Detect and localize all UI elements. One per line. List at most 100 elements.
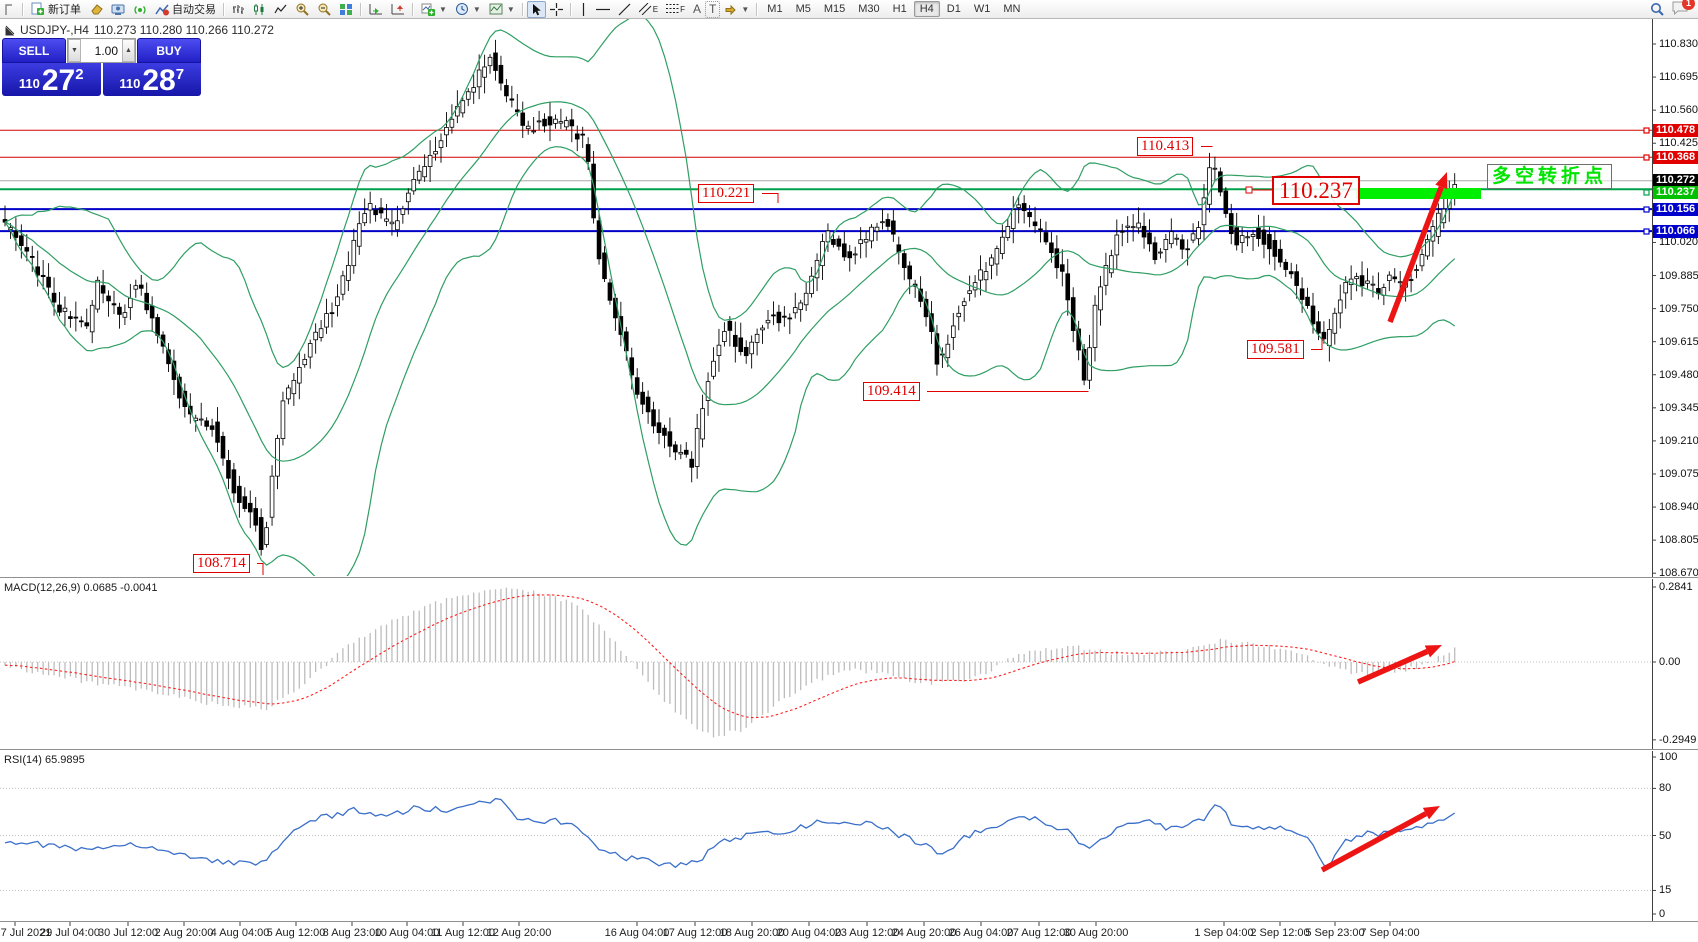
time-tick-label: 27 Aug 12:00 xyxy=(1006,927,1072,939)
candle xyxy=(771,314,776,317)
sell-price-display[interactable]: 110 27 2 xyxy=(2,63,101,96)
volume-increase-button[interactable]: ▲ xyxy=(122,39,135,62)
candle xyxy=(1425,239,1430,257)
price-tick-label: 110.695 xyxy=(1659,71,1698,84)
vertical-line-icon xyxy=(582,2,584,16)
timeframe-button-M15[interactable]: M15 xyxy=(823,3,846,15)
vertical-line-tool-button[interactable] xyxy=(575,1,592,18)
highlight-bar[interactable] xyxy=(1356,188,1481,199)
candle xyxy=(1294,271,1299,286)
toolbar-separator xyxy=(521,2,524,16)
price-annotation[interactable]: 110.237 xyxy=(1272,176,1360,205)
candle xyxy=(215,421,220,443)
timeframe-button-H1[interactable]: H1 xyxy=(892,3,907,15)
candle xyxy=(574,133,580,140)
time-tick-label: 2 Sep 12:00 xyxy=(1250,927,1310,939)
price-annotation[interactable]: 110.413 xyxy=(1137,137,1194,156)
trend-arrow[interactable] xyxy=(1387,185,1444,323)
one-click-collapse-icon[interactable] xyxy=(5,25,15,36)
notification-badge: 1 xyxy=(1682,0,1695,10)
candle xyxy=(989,257,994,266)
candle xyxy=(62,307,68,312)
timeframe-button-H4[interactable]: H4 xyxy=(913,1,940,17)
auto-scroll-icon xyxy=(369,3,382,14)
price-annotation[interactable]: 109.414 xyxy=(863,382,920,401)
cursor-tool-button[interactable] xyxy=(526,0,546,18)
add-indicator-button[interactable]: ▼ xyxy=(417,1,451,18)
auto-scroll-button[interactable] xyxy=(365,1,387,18)
periods-button[interactable]: ▼ xyxy=(451,1,485,18)
candle xyxy=(362,213,367,224)
timeframe-button-W1[interactable]: W1 xyxy=(973,3,991,15)
time-tick-label: 29 Jul 04:00 xyxy=(40,927,100,939)
text-tool-button[interactable]: A xyxy=(689,1,705,18)
candle xyxy=(444,127,449,136)
horizontal-line-tool-button[interactable] xyxy=(592,1,614,18)
buy-button[interactable]: BUY xyxy=(137,38,201,63)
price-annotation[interactable]: 108.714 xyxy=(193,554,250,573)
candle xyxy=(1343,281,1349,294)
search-icon[interactable] xyxy=(1650,2,1664,16)
timeframe-button-M30[interactable]: M30 xyxy=(858,3,880,15)
arrows-tool-button[interactable]: ▼ xyxy=(720,1,753,18)
price-tick-label: 109.210 xyxy=(1659,434,1698,447)
new-order-button[interactable]: 新订单 xyxy=(27,1,85,18)
candle xyxy=(536,120,542,123)
price-tick-label: 110.020 xyxy=(1659,236,1698,249)
chart-title: USDJPY-,H4 110.273 110.280 110.266 110.2… xyxy=(5,23,274,37)
volume-input[interactable]: 1.00 xyxy=(94,43,118,58)
timeframe-button-D1[interactable]: D1 xyxy=(946,3,961,15)
arrows-tool-icon xyxy=(725,4,737,15)
price-tag: 110.272 xyxy=(1653,174,1698,187)
signals-button[interactable] xyxy=(129,1,151,18)
trend-arrow[interactable] xyxy=(1320,811,1428,873)
dropdown-arrow-icon: ▼ xyxy=(506,4,515,14)
sell-button[interactable]: SELL xyxy=(2,38,66,63)
candlestick-chart-button[interactable] xyxy=(249,1,270,18)
timeframe-button-MN[interactable]: MN xyxy=(1003,3,1021,15)
templates-button[interactable]: ▼ xyxy=(485,1,519,18)
timeframe-button-M5[interactable]: M5 xyxy=(795,3,811,15)
candle xyxy=(901,253,907,268)
candle xyxy=(1119,230,1125,233)
price-tick-label: 109.345 xyxy=(1659,401,1698,414)
chart-shift-button[interactable] xyxy=(387,1,409,18)
fibonacci-tool-button[interactable]: F xyxy=(662,1,689,18)
candle xyxy=(296,367,302,384)
eraser-button[interactable] xyxy=(85,1,107,18)
channel-tool-button[interactable]: E xyxy=(635,1,662,18)
candle xyxy=(427,154,433,167)
timeframe-button-M1[interactable]: M1 xyxy=(767,3,783,15)
candle xyxy=(1114,234,1120,256)
new-order-icon xyxy=(31,2,44,15)
profile-button[interactable] xyxy=(107,1,129,18)
dropdown-arrow-icon: ▼ xyxy=(439,4,447,14)
zoom-out-button[interactable] xyxy=(313,1,335,18)
time-tick-label: 26 Aug 04:00 xyxy=(948,927,1014,939)
tile-windows-button[interactable] xyxy=(335,1,357,18)
candle xyxy=(476,69,482,88)
candle xyxy=(389,221,395,225)
line-chart-button[interactable] xyxy=(270,1,291,18)
price-annotation[interactable]: 109.581 xyxy=(1247,340,1304,359)
text-label-tool-button[interactable]: T xyxy=(705,0,721,18)
trendline-tool-button[interactable] xyxy=(614,1,635,18)
sell-price-prefix: 110 xyxy=(18,76,40,91)
buy-price-display[interactable]: 110 28 7 xyxy=(102,63,201,96)
crosshair-tool-button[interactable] xyxy=(546,1,567,18)
note-label[interactable]: 多空转折点 xyxy=(1487,164,1613,189)
candle xyxy=(247,502,253,513)
candle xyxy=(852,253,858,256)
candle xyxy=(711,360,716,377)
trend-arrow[interactable] xyxy=(1356,648,1429,685)
chat-button[interactable]: 1 xyxy=(1672,0,1695,18)
price-annotation[interactable]: 110.221 xyxy=(698,184,755,203)
bar-chart-button[interactable] xyxy=(228,1,249,18)
candle xyxy=(1147,232,1152,245)
file-chart-icon[interactable] xyxy=(1,1,19,18)
volume-decrease-button[interactable]: ▼ xyxy=(68,39,81,62)
zoom-in-button[interactable] xyxy=(291,1,313,18)
auto-trading-button[interactable]: 自动交易 xyxy=(151,1,220,18)
candle xyxy=(1065,273,1071,301)
